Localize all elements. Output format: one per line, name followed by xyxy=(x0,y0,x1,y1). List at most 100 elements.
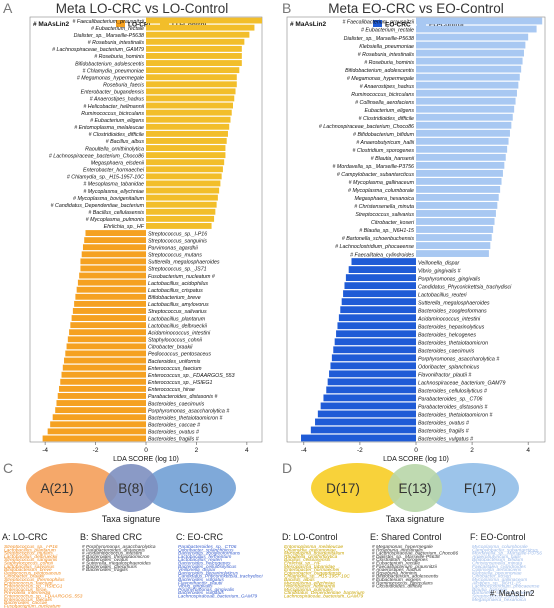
eo-bar-label: Bacteroides_cellulosilyticus # xyxy=(418,389,487,395)
eo-bar-label: Citrobacter_koseri xyxy=(371,220,415,226)
eo-bar-label: # Faecalibacterium_prausnitzii xyxy=(342,20,414,26)
lo-bar-label: Enterococcus_sp._HSIEG1 xyxy=(148,380,213,386)
eo-bar-label: Bacteroides_thetaiotaomicron xyxy=(418,340,488,346)
lo-bar-label: Roseburia_faecis xyxy=(103,83,144,89)
list-d-item: Bacillus_cellulasensis xyxy=(284,557,331,563)
eo-bar xyxy=(330,362,416,370)
list-a-item: Lactobacillus_delbrueckii xyxy=(4,554,58,560)
panel-letter-d: D xyxy=(282,460,292,476)
lo-bar-label: # Anaerostipes_hadrus xyxy=(90,97,145,103)
list-e-item: # Ruminococcus_bicirculans xyxy=(372,580,433,586)
venn-c-overlap xyxy=(104,464,158,512)
eo-bar-label: Candidatus_Phycorickettsia_trachydisci xyxy=(418,284,512,290)
lo-bar xyxy=(77,279,146,286)
venn-d-right-circle xyxy=(427,463,519,513)
list-d-item: Ehrlichia_sp._HF xyxy=(284,561,322,567)
list-c-item: Bacteroides_vulgatus xyxy=(178,577,224,583)
eo-bar-label: Veillonella_dispar xyxy=(418,260,460,266)
lo-bar-label: Ruminococcus_bicirculans xyxy=(81,111,144,117)
list-a-item: Streptococcus_thermophilus xyxy=(4,577,65,583)
eo-bar xyxy=(326,386,416,394)
lo-bar xyxy=(146,187,220,194)
eo-bar xyxy=(340,306,416,314)
eo-bar-label: # Roseburia_hominis xyxy=(364,60,414,66)
lo-bar xyxy=(146,45,242,52)
lo-bar-label: # Megamonas_hypermegale xyxy=(77,75,144,81)
list-d-item: Enterobacter_hormaechei xyxy=(284,567,340,573)
list-d-heading: D: LO-Control xyxy=(282,532,338,542)
lo-bar-label: # Eubacterium_rectale xyxy=(91,26,144,32)
lo-bar-label: Staphylococcus_cohnii xyxy=(148,338,203,344)
list-f-item: Mycoplasma_gallinaceum xyxy=(472,577,527,583)
venn-d-overlap xyxy=(388,464,442,512)
eo-legend-label-1: EO-Control xyxy=(429,22,464,29)
eo-bar-label: Lactobacillus_reuteri xyxy=(418,292,467,298)
panel-b-title: Meta EO-CRC vs EO-Control xyxy=(328,1,504,16)
eo-bar-label: # Bartonella_schoenbuchensis xyxy=(342,236,414,242)
eo-bar xyxy=(416,218,495,225)
eo-bar-label: Streptococcus_salivarius xyxy=(355,212,414,218)
lo-bar xyxy=(56,400,147,406)
eo-bar-label: # Anaerobutyricum_hallii xyxy=(356,140,415,146)
list-d-item: Helicobacter_hellmannii xyxy=(284,584,336,590)
lo-bar xyxy=(146,159,225,166)
lo-x-tick-label: -4 xyxy=(42,447,48,454)
eo-bar xyxy=(416,242,491,249)
lo-legend-swatch-1 xyxy=(160,20,169,27)
venn-d-title: Taxa signature xyxy=(386,514,445,524)
list-f-item: Mycoplasma_columborale xyxy=(472,544,528,550)
eo-bar-label: Odoribacter_splanchnicus xyxy=(418,365,480,371)
lo-bar-label: # Lachnospiraceae_bacterium_GAM79 xyxy=(52,47,144,53)
lo-bar xyxy=(146,208,216,215)
list-c-item: Porphyromonas_gingivalis xyxy=(178,587,235,593)
lo-bar-label: Streptococcus_mutans xyxy=(148,253,202,259)
lo-bar xyxy=(61,371,146,378)
list-a-heading: A: LO-CRC xyxy=(2,532,48,542)
list-b-heading: B: Shared CRC xyxy=(80,532,143,542)
lo-bar-label: Parvimonas_agardhii xyxy=(148,245,199,251)
lo-bar xyxy=(146,173,222,180)
eo-bar-label: # Clostridium_sporogenes xyxy=(352,148,414,154)
eo-bar-label: Klebsiella_pneumoniae xyxy=(359,44,414,50)
venn-d-right-label: F(17) xyxy=(464,481,496,496)
lo-bar xyxy=(76,286,146,293)
lo-bar xyxy=(146,130,228,137)
list-e-item: # Clostridium_sporogenes xyxy=(372,557,428,563)
lo-bar xyxy=(57,393,146,399)
lo-bar-label: Fusobacterium_nucleatum # xyxy=(148,274,215,280)
eo-bar xyxy=(343,290,416,298)
eo-bar xyxy=(416,89,517,97)
list-b-item: # Parabacteroides_distasonis xyxy=(82,547,146,553)
lo-bar xyxy=(146,60,242,66)
list-a-item: Pediococcus_pentosaceus xyxy=(4,570,62,576)
eo-bar xyxy=(416,73,520,81)
list-a-item: Prevotella_intermedia xyxy=(4,590,51,596)
lo-bar-label: # Entomoplasma_melaleucae xyxy=(74,125,144,131)
eo-bar-label: Porphyromonas_gingivalis xyxy=(418,276,480,282)
eo-bar xyxy=(416,234,492,241)
list-e-item: # Faecalibacterium_prausnitzii xyxy=(372,564,438,570)
eo-bar xyxy=(416,65,522,73)
eo-bar-label: Acidaminococcus_intestini xyxy=(417,316,481,322)
lo-bar xyxy=(70,322,146,329)
venn-c-left-label: A(21) xyxy=(40,481,73,496)
panel-letter-c: C xyxy=(3,460,13,476)
eo-bar xyxy=(416,177,502,185)
eo-bar-label: Ruminococcus_bicirculans xyxy=(351,92,414,98)
list-f-item: Anaerobutyricum_hallii xyxy=(471,554,521,560)
list-a-item: Streptococcus_mutans xyxy=(4,551,53,557)
list-a-item: Lactobacillus_salivarius xyxy=(4,564,55,570)
lo-bar-label: Enterobacter_hormaechei xyxy=(83,168,145,174)
list-c-item: Candidatus_Phycorickettsia_trachydisci xyxy=(178,574,263,580)
lo-bar xyxy=(42,435,146,442)
lo-bar xyxy=(60,378,147,385)
lo-bar xyxy=(146,138,227,144)
eo-x-axis-label: LDA SCORE (log 10) xyxy=(383,456,449,463)
list-f-item: Campylobacter_subantarcticus xyxy=(472,547,538,553)
lo-bar-label: Bacteroides_caccae # xyxy=(148,423,200,429)
list-b-item: # Bacteroides_fragilis xyxy=(82,567,128,573)
list-e-item: # Eubacterium_rectale xyxy=(372,561,420,567)
lo-bar-label: Megasphaera_elsdenii xyxy=(91,160,145,166)
lo-bar-label: # Roseburia_hominis xyxy=(94,54,144,60)
lo-bar-label: # Candidatus_Dependentiae_bacterium xyxy=(51,203,145,209)
